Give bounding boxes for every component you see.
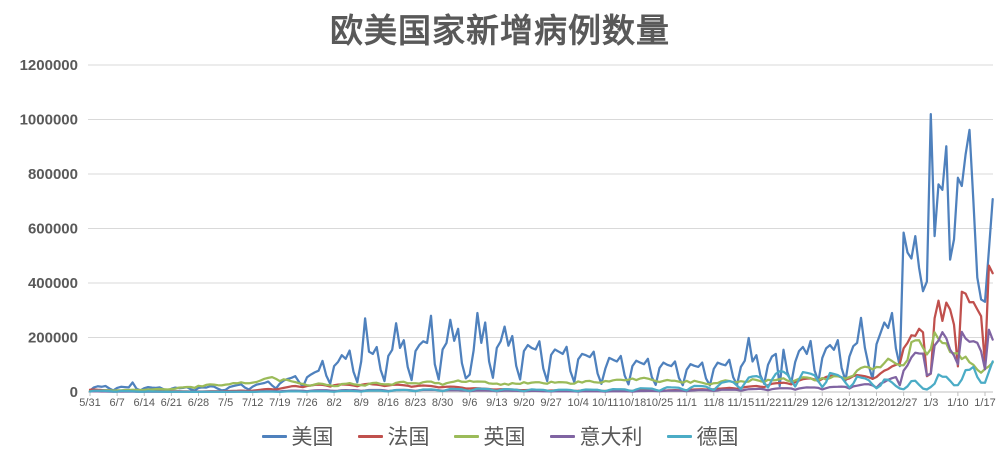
x-axis-label: 8/16 (378, 397, 399, 409)
legend-label: 德国 (696, 425, 739, 449)
x-axis-label: 10/4 (567, 397, 588, 409)
x-axis-label: 12/20 (863, 397, 891, 409)
legend-line-icon (261, 434, 287, 438)
x-axis-label: 10/25 (646, 397, 674, 409)
x-axis-label: 6/21 (161, 397, 182, 409)
x-axis-label: 8/30 (432, 397, 453, 409)
x-axis-label: 11/15 (728, 397, 755, 409)
series-line-usa (88, 112, 994, 392)
legend-label: 法国 (387, 425, 430, 449)
x-axis-label: 5/31 (79, 397, 100, 409)
y-axis-label: 400000 (28, 275, 78, 292)
x-axis-label: 6/7 (109, 397, 124, 409)
legend-item-usa: 美国 (261, 421, 334, 451)
x-axis-label: 1/10 (947, 397, 968, 409)
legend-line-icon (666, 434, 692, 438)
legend-line-icon (549, 434, 575, 438)
x-axis-label: 12/13 (836, 397, 864, 409)
legend-label: 美国 (291, 425, 334, 449)
x-axis-label: 9/6 (462, 397, 477, 409)
x-axis-label: 7/26 (296, 397, 317, 409)
y-axis-label: 1000000 (20, 112, 78, 129)
x-axis-label: 10/11 (592, 397, 619, 409)
legend-line-icon (453, 434, 479, 438)
x-axis-label: 8/23 (405, 397, 426, 409)
legend-label: 英国 (483, 425, 526, 449)
legend-item-italy: 意大利 (549, 421, 643, 451)
x-axis-label: 6/14 (134, 397, 155, 409)
x-axis-label: 9/27 (540, 397, 561, 409)
series-line-germany (88, 360, 994, 394)
x-axis-label: 9/20 (513, 397, 534, 409)
legend-label: 意大利 (579, 425, 643, 449)
y-axis-label: 200000 (28, 330, 78, 347)
x-axis-label: 6/28 (188, 397, 209, 409)
x-axis-label: 9/13 (486, 397, 507, 409)
legend-item-germany: 德国 (666, 421, 739, 451)
x-axis-label: 10/18 (619, 397, 647, 409)
legend-item-france: 法国 (357, 421, 430, 451)
series-line-france (88, 264, 994, 393)
x-axis-label: 11/8 (703, 397, 724, 409)
y-axis-label: 600000 (28, 221, 78, 238)
chart-title: 欧美国家新增病例数量 (330, 14, 670, 50)
x-axis-label: 12/27 (890, 397, 918, 409)
x-axis-label: 1/17 (974, 397, 995, 409)
x-axis-label: 11/22 (755, 397, 782, 409)
x-axis-label: 7/12 (242, 397, 263, 409)
y-axis-label: 1200000 (20, 57, 78, 74)
legend-item-uk: 英国 (453, 421, 526, 451)
x-axis-label: 12/6 (812, 397, 833, 409)
x-axis-label: 11/1 (676, 397, 697, 409)
y-axis-label: 0 (70, 384, 78, 401)
x-axis-label: 7/5 (218, 397, 233, 409)
x-axis-label: 8/2 (326, 397, 341, 409)
x-axis-label: 1/3 (923, 397, 938, 409)
x-axis-label: 8/9 (354, 397, 369, 409)
x-axis-label: 11/29 (782, 397, 809, 409)
legend-line-icon (357, 434, 383, 438)
y-axis-label: 800000 (28, 166, 78, 183)
chart-legend: 美国 法国 英国 意大利 德国 (0, 417, 1000, 455)
x-axis-label: 7/19 (269, 397, 290, 409)
